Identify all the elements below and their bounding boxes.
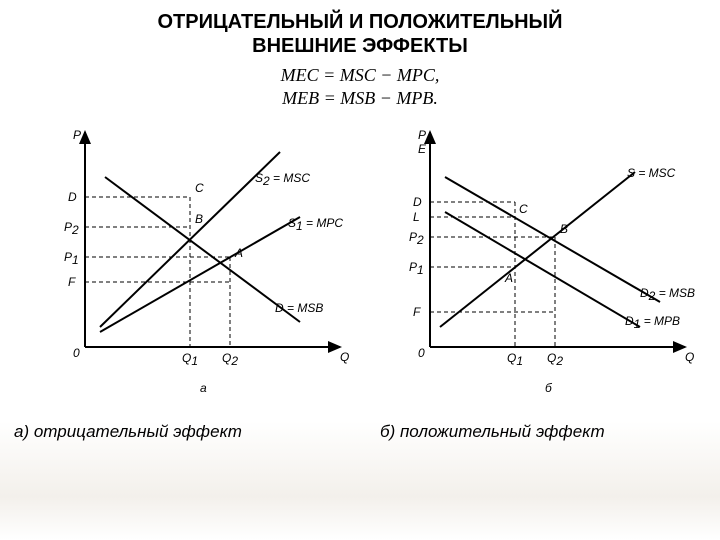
label-S-b: S = MSC [627, 166, 676, 180]
point-B-a: B [195, 212, 203, 226]
point-A-a: A [234, 246, 243, 260]
ytick-P1-b: P1 [409, 260, 424, 277]
label-S1-a: S1 = MPC [288, 216, 343, 233]
ytick-P1-a: P1 [64, 250, 79, 267]
slide: ОТРИЦАТЕЛЬНЫЙ И ПОЛОЖИТЕЛЬНЫЙ ВНЕШНИЕ ЭФ… [0, 0, 720, 540]
xtick-Q2-a: Q2 [222, 351, 238, 368]
chart-positive-externality: 0 Q P E D L P2 P1 [385, 117, 715, 412]
y-axis-label-b: P [418, 128, 426, 142]
title-line-1: ОТРИЦАТЕЛЬНЫЙ И ПОЛОЖИТЕЛЬНЫЙ [158, 11, 563, 33]
caption-b: б) положительный эффект [380, 422, 640, 442]
point-A-b: A [504, 271, 513, 285]
origin-label-b: 0 [418, 346, 425, 360]
panel-label-a: а [200, 381, 207, 395]
xtick-Q1-b: Q1 [507, 351, 523, 368]
equation-meb: MEB = MSB − MPB. [0, 87, 720, 110]
xtick-Q1-a: Q1 [182, 351, 198, 368]
charts-row: 0 Q P D P2 P1 F Q1 [10, 117, 710, 407]
xtick-Q2-b: Q2 [547, 351, 563, 368]
ytick-P2-a: P2 [64, 220, 79, 237]
x-axis-label-a: Q [340, 350, 349, 364]
ytick-F-b: F [413, 305, 421, 319]
label-D-a: D = MSB [275, 301, 323, 315]
label-D2-b: D2 = MSB [640, 286, 695, 303]
origin-label-a: 0 [73, 346, 80, 360]
chart-negative-externality: 0 Q P D P2 P1 F Q1 [40, 117, 370, 412]
x-axis-label-b: Q [685, 350, 694, 364]
ytick-D-b: D [413, 195, 422, 209]
ytick-P2-b: P2 [409, 230, 424, 247]
ytick-D-a: D [68, 190, 77, 204]
equation-mec: MEC = MSC − MPC, [0, 64, 720, 87]
point-C-a: C [195, 181, 204, 195]
label-S2-a: S2 = MSC [255, 171, 310, 188]
caption-a: а) отрицательный эффект [14, 422, 324, 442]
equations-block: MEC = MSC − MPC, MEB = MSB − MPB. [0, 64, 720, 111]
y-extra-label-b: E [418, 142, 427, 156]
ytick-L-b: L [413, 210, 420, 224]
point-C-b: C [519, 202, 528, 216]
point-B-b: B [560, 222, 568, 236]
chart-a-svg: 0 Q P D P2 P1 F Q1 [40, 117, 370, 407]
chart-b-svg: 0 Q P E D L P2 P1 [385, 117, 715, 407]
slide-title: ОТРИЦАТЕЛЬНЫЙ И ПОЛОЖИТЕЛЬНЫЙ ВНЕШНИЕ ЭФ… [0, 0, 720, 58]
ytick-F-a: F [68, 275, 76, 289]
panel-label-b: б [545, 381, 553, 395]
title-line-2: ВНЕШНИЕ ЭФФЕКТЫ [252, 35, 468, 57]
label-D1-b: D1 = MPB [625, 314, 680, 331]
y-axis-label-a: P [73, 128, 81, 142]
